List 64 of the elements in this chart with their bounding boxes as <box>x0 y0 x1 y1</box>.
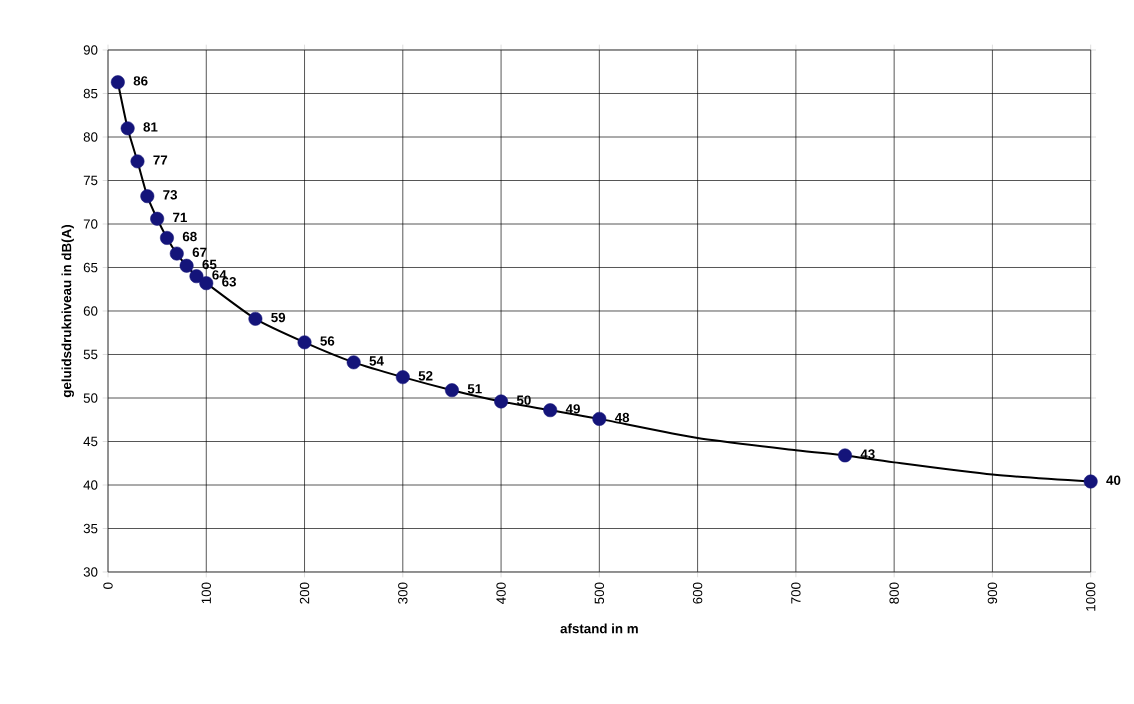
y-tick-label: 40 <box>83 480 98 490</box>
data-label: 56 <box>320 336 335 346</box>
y-tick-label: 65 <box>83 262 98 273</box>
y-tick-label: 90 <box>83 45 98 55</box>
x-tick-label: 500 <box>594 582 605 604</box>
point <box>150 211 165 226</box>
x-tick-label: 300 <box>398 582 408 604</box>
y-tick-label: 30 <box>83 567 98 577</box>
point <box>838 448 852 463</box>
data-label: 43 <box>860 449 875 459</box>
x-tick-label: 900 <box>987 582 998 604</box>
point <box>140 189 155 204</box>
y-tick-label: 80 <box>83 132 98 142</box>
data-label: 51 <box>467 384 482 394</box>
x-tick-label: 1000 <box>1085 582 1096 611</box>
y-tick-label: 60 <box>83 306 98 316</box>
data-label: 81 <box>143 122 158 132</box>
data-label: 59 <box>271 312 286 323</box>
point <box>169 246 184 261</box>
point <box>120 121 135 136</box>
x-tick-label: 600 <box>692 582 703 604</box>
y-axis-title: geluidsdrukniveau in dB(A) <box>61 224 74 398</box>
y-tick-label: 70 <box>83 219 98 229</box>
point <box>110 75 125 90</box>
data-label: 86 <box>133 76 148 86</box>
point <box>199 276 214 291</box>
point <box>1083 474 1098 489</box>
data-label: 50 <box>516 395 531 405</box>
x-tick-label: 700 <box>791 582 801 604</box>
data-label: 54 <box>369 356 384 366</box>
y-tick-label: 85 <box>83 88 98 99</box>
data-label: 48 <box>614 412 630 423</box>
y-tick-label: 75 <box>83 175 98 186</box>
point <box>445 383 459 398</box>
x-tick-label: 200 <box>299 582 310 604</box>
x-axis-title: afstand in m <box>560 623 638 634</box>
x-tick-label: 100 <box>201 582 211 604</box>
data-label: 67 <box>192 247 207 257</box>
x-tick-label: 0 <box>103 582 113 589</box>
point <box>494 394 509 409</box>
data-label: 49 <box>565 404 580 414</box>
data-label: 71 <box>173 212 187 223</box>
y-tick-label: 50 <box>83 393 98 403</box>
data-label: 52 <box>418 371 433 381</box>
y-tick-label: 55 <box>83 349 98 360</box>
point <box>179 258 194 273</box>
point <box>395 370 410 385</box>
point <box>248 311 263 326</box>
y-tick-label: 35 <box>83 523 98 534</box>
data-label: 73 <box>163 190 178 200</box>
point <box>543 403 558 418</box>
data-label: 40 <box>1106 475 1121 485</box>
y-tick-label: 45 <box>83 436 98 447</box>
point <box>297 335 312 350</box>
point <box>592 411 607 426</box>
data-label: 77 <box>153 155 168 165</box>
point <box>189 269 204 284</box>
point <box>160 230 174 245</box>
point <box>346 355 361 370</box>
point <box>130 154 145 169</box>
data-label: 65 <box>202 259 217 270</box>
data-label: 68 <box>182 231 197 242</box>
x-tick-label: 800 <box>889 582 899 604</box>
x-tick-label: 400 <box>496 582 506 604</box>
